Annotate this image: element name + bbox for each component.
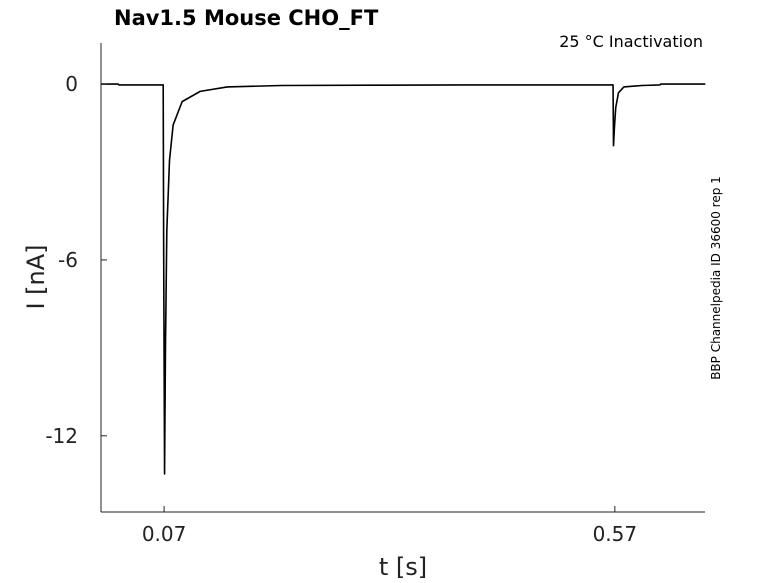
trace-point: [623, 86, 625, 88]
trace-point: [163, 244, 165, 246]
traces: [100, 83, 706, 475]
trace-point: [613, 127, 616, 129]
trace-point: [162, 84, 164, 86]
trace-point: [117, 83, 119, 85]
trace-point: [615, 106, 617, 109]
side-label: BBP Channelpedia ID 36600 rep 1: [709, 176, 723, 380]
trace-point: [199, 90, 201, 92]
y-tick-label: -6: [58, 248, 78, 272]
trace-point: [551, 84, 553, 86]
trace-point: [370, 84, 373, 86]
trace-point: [641, 84, 643, 87]
y-tick-label: 0: [65, 72, 78, 96]
trace-point: [163, 473, 166, 475]
x-tick-label: 0.07: [142, 522, 187, 546]
trace-point: [617, 92, 620, 94]
trace-point: [164, 347, 167, 349]
trace-point: [612, 144, 615, 147]
trace-point: [168, 159, 171, 161]
trace-point: [172, 124, 174, 126]
trace-point: [280, 84, 282, 87]
x-ticks: 0.07 0.57: [142, 506, 637, 546]
trace-point: [118, 84, 120, 86]
chart-title: Nav1.5 Mouse CHO_FT: [114, 6, 379, 30]
y-axis-label: I [nA]: [22, 244, 50, 309]
y-tick-label: -12: [45, 424, 78, 448]
trace-point: [461, 84, 463, 86]
trace-point: [704, 83, 706, 85]
trace-point: [660, 83, 662, 85]
y-ticks: 0 -6 -12: [45, 72, 107, 448]
trace-point: [181, 101, 183, 103]
x-axis-label: t [s]: [379, 553, 427, 581]
x-tick-label: 0.57: [593, 522, 638, 546]
trace-point: [612, 84, 614, 86]
trace-point: [226, 86, 228, 88]
trace-point: [166, 230, 168, 232]
trace-point: [659, 84, 661, 86]
condition-annotation: 25 °C Inactivation: [559, 32, 703, 51]
